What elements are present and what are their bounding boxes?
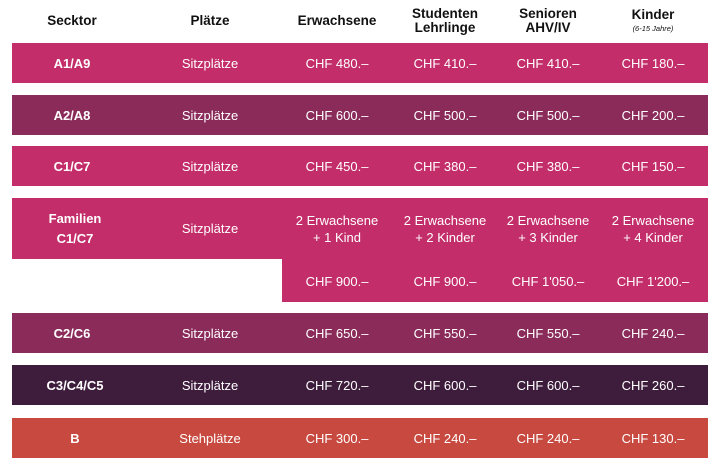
senioren-price: CHF 550.– <box>516 325 580 341</box>
studenten-price: CHF 240.– <box>413 430 477 446</box>
table-header: Secktor Plätze Erwachsene Studenten Lehrl… <box>0 0 720 42</box>
price-row-a1-a9: A1/A9 Sitzplätze CHF 480.– CHF 410.– CHF… <box>12 43 708 83</box>
kinder-price: CHF 150.– <box>621 158 685 174</box>
header-erwachsene: Erwachsene <box>297 13 377 28</box>
header-sektor: Secktor <box>47 13 97 28</box>
erwachsene-price: CHF 450.– <box>305 158 369 174</box>
senioren-price: CHF 410.– <box>516 55 580 71</box>
sektor-cell: C1/C7 <box>53 158 91 174</box>
familien-sektor: Familien C1/C7 <box>48 211 102 246</box>
familien-package-2: 2 Erwachsene + 2 Kinder <box>403 213 487 245</box>
price-row-a2-a8: A2/A8 Sitzplätze CHF 600.– CHF 500.– CHF… <box>12 95 708 135</box>
studenten-price: CHF 600.– <box>413 377 477 393</box>
erwachsene-price: CHF 600.– <box>305 107 369 123</box>
senioren-price: CHF 500.– <box>516 107 580 123</box>
kinder-price: CHF 200.– <box>621 107 685 123</box>
familien-price-3: CHF 1'050.– <box>511 273 585 289</box>
plaetze-cell: Sitzplätze <box>181 377 239 393</box>
familien-packages-block: 2 Erwachsene + 1 Kind 2 Erwachsene + 2 Kin… <box>282 198 708 302</box>
studenten-price: CHF 500.– <box>413 107 477 123</box>
familien-plaetze: Sitzplätze <box>181 221 239 236</box>
familien-price-1: CHF 900.– <box>305 273 369 289</box>
kinder-price: CHF 240.– <box>621 325 685 341</box>
kinder-price: CHF 130.– <box>621 430 685 446</box>
plaetze-cell: Sitzplätze <box>181 158 239 174</box>
familien-price-4: CHF 1'200.– <box>616 273 690 289</box>
plaetze-cell: Sitzplätze <box>181 55 239 71</box>
sektor-cell: A1/A9 <box>53 55 91 71</box>
price-row-c1-c7: C1/C7 Sitzplätze CHF 450.– CHF 380.– CHF… <box>12 146 708 186</box>
familien-price-2: CHF 900.– <box>413 273 477 289</box>
senioren-price: CHF 600.– <box>516 377 580 393</box>
price-row-b: B Stehplätze CHF 300.– CHF 240.– CHF 240… <box>12 418 708 458</box>
erwachsene-price: CHF 720.– <box>305 377 369 393</box>
sektor-cell: C3/C4/C5 <box>46 377 104 393</box>
familien-package-4: 2 Erwachsene + 4 Kinder <box>611 213 695 245</box>
price-row-c2-c6: C2/C6 Sitzplätze CHF 650.– CHF 550.– CHF… <box>12 313 708 353</box>
header-senioren: Senioren AHV/IV <box>519 6 577 35</box>
senioren-price: CHF 240.– <box>516 430 580 446</box>
familien-label-block: Familien C1/C7 Sitzplätze <box>12 198 282 259</box>
header-kinder: Kinder (6-15 Jahre) <box>631 7 675 34</box>
plaetze-cell: Sitzplätze <box>181 325 239 341</box>
kinder-price: CHF 180.– <box>621 55 685 71</box>
header-plaetze: Plätze <box>190 13 230 28</box>
senioren-price: CHF 380.– <box>516 158 580 174</box>
header-studenten: Studenten Lehrlinge <box>412 6 478 35</box>
sektor-cell: B <box>70 430 80 446</box>
plaetze-cell: Sitzplätze <box>181 107 239 123</box>
plaetze-cell: Stehplätze <box>179 430 241 446</box>
kinder-price: CHF 260.– <box>621 377 685 393</box>
familien-package-1: 2 Erwachsene + 1 Kind <box>295 213 379 245</box>
studenten-price: CHF 410.– <box>413 55 477 71</box>
erwachsene-price: CHF 300.– <box>305 430 369 446</box>
price-row-c3-c4-c5: C3/C4/C5 Sitzplätze CHF 720.– CHF 600.– … <box>12 365 708 405</box>
sektor-cell: A2/A8 <box>53 107 91 123</box>
erwachsene-price: CHF 480.– <box>305 55 369 71</box>
studenten-price: CHF 380.– <box>413 158 477 174</box>
erwachsene-price: CHF 650.– <box>305 325 369 341</box>
sektor-cell: C2/C6 <box>53 325 91 341</box>
studenten-price: CHF 550.– <box>413 325 477 341</box>
familien-package-3: 2 Erwachsene + 3 Kinder <box>506 213 590 245</box>
